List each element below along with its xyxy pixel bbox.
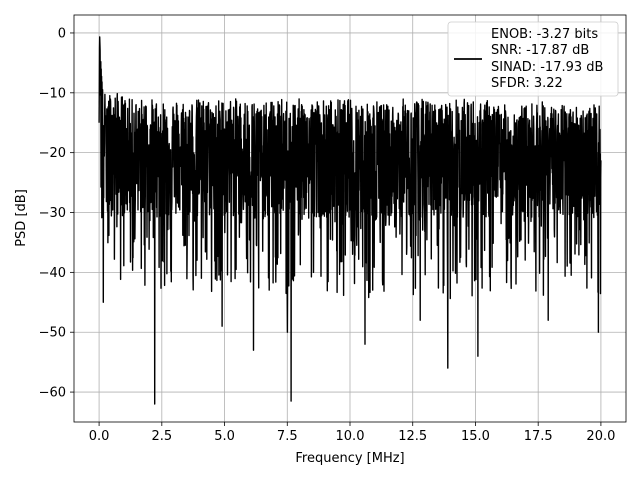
y-axis-ticks: 0 −10 −20 −30 −40 −50 −60	[39, 26, 74, 401]
x-tick-label: 5.0	[214, 429, 235, 444]
y-tick-label: 0	[58, 26, 66, 41]
psd-trace-group	[98, 36, 602, 405]
y-tick-label: −50	[39, 326, 66, 341]
x-axis-label: Frequency [MHz]	[295, 451, 404, 466]
x-tick-label: 17.5	[524, 429, 553, 444]
y-tick-label: −20	[39, 146, 66, 161]
x-tick-label: 7.5	[277, 429, 298, 444]
legend-sinad: SINAD: -17.93 dB	[491, 60, 603, 75]
y-tick-label: −40	[39, 266, 66, 281]
legend-enob: ENOB: -3.27 bits	[491, 27, 598, 42]
x-tick-label: 15.0	[461, 429, 490, 444]
psd-trace-line	[98, 36, 602, 405]
y-tick-label: −60	[39, 386, 66, 401]
y-tick-label: −10	[39, 86, 66, 101]
x-tick-label: 0.0	[89, 429, 110, 444]
x-axis-ticks: 0.0 2.5 5.0 7.5 10.0 12.5 15.0 17.5 20.0	[89, 422, 615, 444]
x-tick-label: 10.0	[336, 429, 365, 444]
legend-box	[447, 21, 619, 97]
x-tick-label: 2.5	[151, 429, 172, 444]
y-tick-label: −30	[39, 206, 66, 221]
y-axis-label: PSD [dB]	[14, 189, 29, 247]
legend-snr: SNR: -17.87 dB	[491, 43, 589, 58]
x-tick-label: 20.0	[586, 429, 615, 444]
legend-sfdr: SFDR: 3.22	[491, 76, 563, 91]
legend: ENOB: -3.27 bits SNR: -17.87 dB SINAD: -…	[447, 21, 619, 97]
x-tick-label: 12.5	[398, 429, 427, 444]
